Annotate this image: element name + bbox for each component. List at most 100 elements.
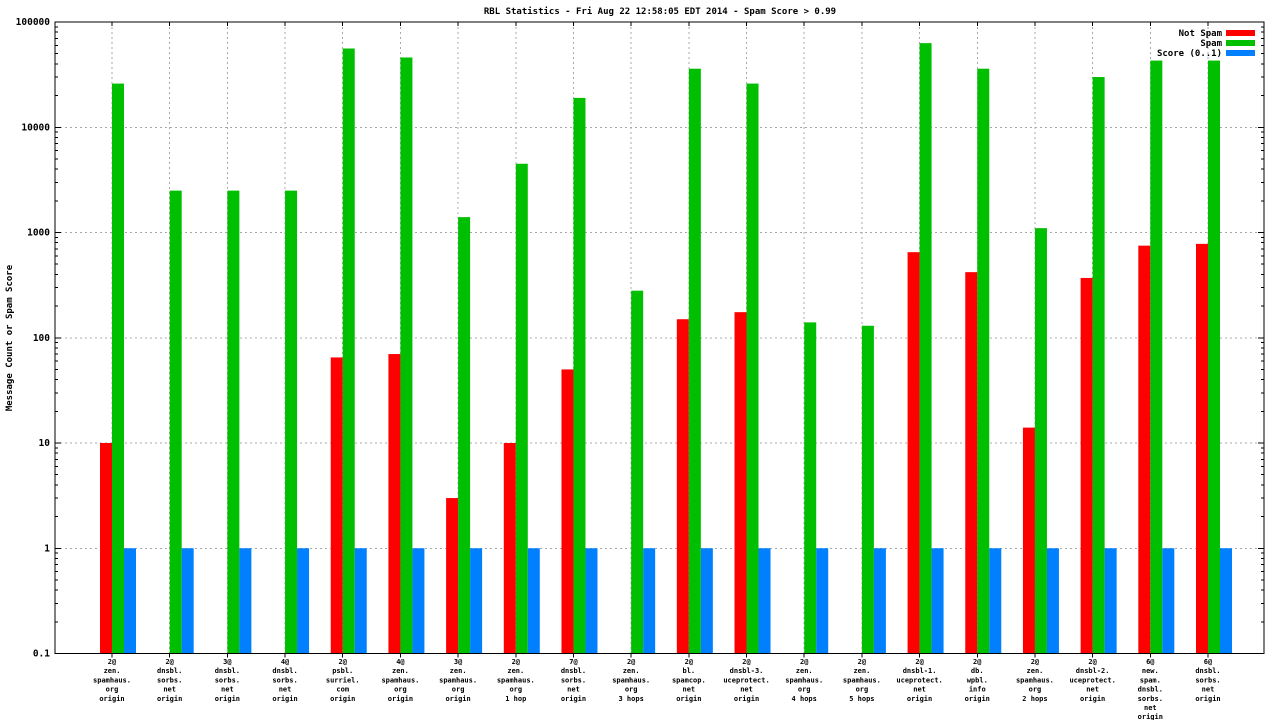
bar-not-spam bbox=[100, 443, 112, 654]
x-category-label: origin bbox=[734, 695, 759, 703]
x-category-label: zen. bbox=[104, 667, 121, 675]
x-category-label: org bbox=[1029, 686, 1042, 694]
plot-border bbox=[54, 21, 1265, 654]
x-category-label: 2@ bbox=[973, 658, 981, 666]
x-category-label: dnsbl. bbox=[215, 667, 240, 675]
bar-score-0-1 bbox=[1046, 548, 1059, 654]
bar-not-spam bbox=[446, 498, 459, 654]
y-axis-label: Message Count or Spam Score bbox=[5, 264, 15, 411]
x-category-label: spamhaus. bbox=[497, 676, 535, 684]
x-category-label: sorbs. bbox=[272, 676, 297, 684]
x-category-label: org bbox=[452, 686, 465, 694]
x-category-label: sorbs. bbox=[1195, 676, 1220, 684]
bar-spam bbox=[400, 57, 413, 654]
x-category-label: dnsbl. bbox=[1138, 686, 1163, 694]
x-category-label: 2@ bbox=[339, 658, 347, 666]
bar-score-0-1 bbox=[124, 548, 136, 654]
bar-score-0-1 bbox=[297, 548, 310, 654]
x-category-label: spamhaus. bbox=[612, 676, 650, 684]
legend-label-spam: Spam bbox=[1200, 39, 1222, 49]
bar-not-spam bbox=[561, 369, 574, 654]
bar-score-0-1 bbox=[643, 548, 656, 654]
bar-score-0-1 bbox=[1162, 548, 1175, 654]
x-category-label: uceprotect. bbox=[896, 676, 942, 684]
bar-spam bbox=[1208, 60, 1220, 654]
y-tick-label: 0.1 bbox=[33, 649, 50, 660]
x-category-label: sorbs. bbox=[157, 676, 182, 684]
x-category-label: net bbox=[279, 686, 292, 694]
bar-not-spam bbox=[388, 354, 401, 654]
x-category-label: spamhaus. bbox=[785, 676, 823, 684]
x-category-label: 2@ bbox=[1031, 658, 1039, 666]
y-tick-label: 100 bbox=[33, 333, 50, 344]
x-category-label: 1 hop bbox=[505, 695, 526, 703]
bar-score-0-1 bbox=[1220, 548, 1232, 654]
x-category-label: 3@ bbox=[454, 658, 462, 666]
bar-score-0-1 bbox=[412, 548, 425, 654]
bar-not-spam bbox=[907, 252, 920, 654]
x-category-label: dnsbl-2. bbox=[1076, 667, 1110, 675]
x-category-label: bl. bbox=[683, 667, 696, 675]
y-tick-label: 100000 bbox=[16, 17, 51, 28]
legend-label-score: Score (0..1) bbox=[1157, 49, 1222, 59]
bar-spam bbox=[112, 83, 124, 654]
bar-score-0-1 bbox=[700, 548, 713, 654]
x-category-label: org bbox=[106, 686, 119, 694]
x-category-label: info bbox=[969, 686, 986, 694]
x-category-label: sorbs. bbox=[561, 676, 586, 684]
y-tick-label: 1000 bbox=[27, 228, 50, 239]
x-category-label: origin bbox=[907, 695, 932, 703]
plot-area: 0.11101001000100001000002@zen.spamhaus.o… bbox=[16, 17, 1265, 720]
x-category-label: spamhaus. bbox=[439, 676, 477, 684]
bar-score-0-1 bbox=[989, 548, 1002, 654]
bar-not-spam bbox=[330, 357, 343, 654]
y-tick-label: 10 bbox=[39, 438, 51, 449]
x-category-label: dnsbl. bbox=[157, 667, 182, 675]
x-category-label: origin bbox=[445, 695, 470, 703]
x-category-label: 2@ bbox=[512, 658, 520, 666]
bar-not-spam bbox=[503, 443, 516, 654]
bar-score-0-1 bbox=[527, 548, 540, 654]
x-category-label: wpbl. bbox=[967, 676, 988, 684]
bar-score-0-1 bbox=[354, 548, 367, 654]
x-category-label: 2@ bbox=[742, 658, 750, 666]
bar-spam bbox=[746, 83, 759, 654]
bar-spam bbox=[1034, 228, 1047, 654]
x-category-label: origin bbox=[330, 695, 355, 703]
legend-swatch-not-spam bbox=[1226, 30, 1255, 36]
bar-score-0-1 bbox=[931, 548, 944, 654]
x-category-label: new. bbox=[1142, 667, 1159, 675]
bar-spam bbox=[861, 325, 874, 654]
bar-spam bbox=[1092, 77, 1105, 654]
x-category-label: 6@ bbox=[1146, 658, 1154, 666]
x-category-label: zen. bbox=[392, 667, 409, 675]
x-category-label: origin bbox=[561, 695, 586, 703]
x-category-label: net bbox=[221, 686, 234, 694]
bar-not-spam bbox=[1080, 277, 1093, 654]
x-category-label: zen. bbox=[853, 667, 870, 675]
bar-spam bbox=[515, 163, 528, 654]
x-category-label: spamhaus. bbox=[1016, 676, 1054, 684]
x-category-label: org bbox=[394, 686, 407, 694]
bar-not-spam bbox=[965, 272, 978, 654]
x-category-label: psbl. bbox=[332, 667, 353, 675]
bar-score-0-1 bbox=[1104, 548, 1117, 654]
bar-score-0-1 bbox=[181, 548, 194, 654]
chart-title: RBL Statistics - Fri Aug 22 12:58:05 EDT… bbox=[484, 6, 836, 17]
x-category-label: spamcop. bbox=[672, 676, 706, 684]
x-category-label: zen. bbox=[623, 667, 640, 675]
x-category-label: dnsbl. bbox=[272, 667, 297, 675]
x-category-label: sorbs. bbox=[1138, 695, 1163, 703]
x-category-label: 7@ bbox=[569, 658, 577, 666]
x-category-label: 2@ bbox=[685, 658, 693, 666]
x-category-label: 5 hops bbox=[849, 695, 874, 703]
x-category-label: org bbox=[509, 686, 522, 694]
legend-swatch-score bbox=[1226, 50, 1255, 56]
x-category-label: com bbox=[336, 686, 349, 694]
x-category-label: zen. bbox=[450, 667, 467, 675]
bar-score-0-1 bbox=[873, 548, 886, 654]
x-category-label: 2@ bbox=[1088, 658, 1096, 666]
x-category-label: origin bbox=[157, 695, 182, 703]
